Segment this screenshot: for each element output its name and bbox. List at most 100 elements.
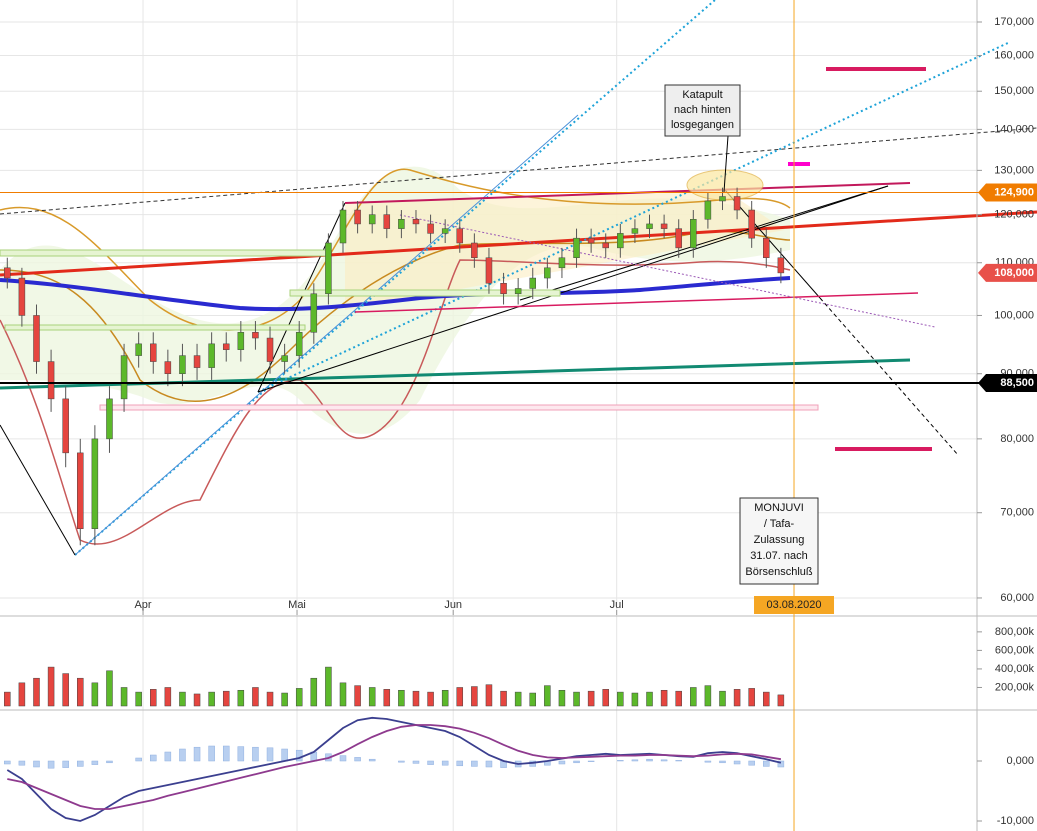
candle-body — [354, 209, 361, 225]
macd-histogram-bar — [266, 747, 274, 762]
macd-signal-line — [7, 724, 782, 810]
macd-histogram-bar — [164, 751, 172, 762]
volume-bar — [456, 687, 464, 707]
volume-bar — [368, 687, 376, 707]
volume-bar — [719, 690, 726, 707]
y-tick-label: 600,00k — [995, 644, 1035, 656]
candle-body — [660, 223, 668, 229]
level-tag — [978, 183, 1037, 202]
volume-bar — [77, 677, 84, 707]
candle-body — [485, 257, 493, 284]
volume-bar — [704, 685, 712, 707]
y-tick-label: 150,000 — [994, 85, 1034, 97]
macd-histogram-bar — [573, 760, 580, 764]
macd-histogram-bar — [368, 758, 376, 762]
macd-histogram-bar — [222, 745, 230, 762]
x-tick-label: Apr — [134, 599, 151, 611]
macd-histogram-bar — [631, 759, 639, 762]
x-tick-label: Jul — [610, 599, 624, 611]
volume-bar — [412, 690, 420, 707]
candle-body — [558, 257, 566, 269]
macd-histogram-bar — [763, 760, 770, 767]
trend-line — [257, 41, 1011, 393]
annotation-pointer — [723, 135, 729, 193]
macd-histogram-bar — [106, 760, 113, 764]
candle-body — [587, 237, 595, 244]
candle-body — [383, 214, 391, 229]
macd-histogram-bar — [675, 760, 682, 762]
candle-body — [281, 355, 288, 362]
macd-histogram-bar — [33, 760, 40, 768]
candle-body — [310, 293, 318, 333]
volume-bar — [18, 682, 26, 707]
macd-histogram-bar — [4, 760, 11, 765]
candle-body — [325, 242, 332, 295]
volume-bar — [748, 688, 755, 707]
macd-histogram-bar — [252, 746, 259, 762]
candle-body — [222, 343, 230, 350]
volume-bar — [514, 691, 522, 707]
volume-bar — [62, 673, 69, 707]
candle-body — [500, 282, 507, 295]
volume-bar — [500, 690, 507, 707]
macd-histogram-bar — [77, 760, 84, 767]
candle-body — [193, 355, 201, 368]
candle-body — [690, 219, 697, 249]
candle-body — [427, 223, 434, 234]
level-label: 88,500 — [1000, 377, 1034, 389]
macd-histogram-bar — [150, 754, 157, 762]
candle-body — [748, 209, 755, 239]
candle-body — [91, 438, 99, 529]
y-tick-label: 100,000 — [994, 309, 1034, 321]
y-tick-label: 140,000 — [994, 123, 1034, 135]
y-tick-label: 70,000 — [1000, 507, 1034, 519]
volume-bar — [573, 691, 580, 707]
volume-bar — [295, 688, 303, 707]
y-tick-label: 120,000 — [994, 209, 1034, 221]
candle-body — [602, 242, 609, 249]
volume-bar — [135, 691, 142, 707]
volume-bar — [91, 682, 99, 707]
y-tick-label: 160,000 — [994, 49, 1034, 61]
volume-bar — [383, 689, 391, 707]
y-tick-label: 80,000 — [1000, 433, 1034, 445]
candle-body — [252, 332, 259, 339]
candle-body — [412, 219, 420, 225]
volume-bar — [4, 691, 11, 707]
candle-body — [208, 343, 215, 368]
macd-histogram-bar — [339, 755, 347, 762]
volume-bar — [733, 689, 741, 707]
volume-bar — [354, 685, 361, 707]
volume-bar — [47, 666, 55, 707]
macd-histogram-bar — [719, 760, 726, 764]
candle-body — [4, 267, 11, 279]
volume-bar — [339, 682, 347, 707]
candle-body — [106, 398, 113, 440]
candle-body — [733, 196, 741, 211]
volume-bar — [266, 691, 274, 707]
volume-bar — [471, 686, 478, 707]
volume-bar — [631, 692, 639, 707]
macd-histogram-bar — [456, 760, 464, 767]
candle-body — [719, 196, 726, 202]
volume-bar — [529, 692, 536, 707]
annotation-box — [664, 84, 741, 137]
trend-line — [724, 189, 821, 299]
candle-body — [295, 332, 303, 356]
macd-histogram-bar — [179, 748, 186, 762]
volume-bar — [150, 689, 157, 707]
candle-body — [120, 355, 128, 400]
candle-body — [179, 355, 186, 374]
candle-body — [47, 361, 55, 400]
x-tick-label: Jun — [444, 599, 462, 611]
annotation-text: Börsenschluß — [745, 566, 813, 578]
macd-histogram-bar — [295, 749, 303, 762]
volume-bar — [237, 689, 245, 707]
candle-body — [33, 315, 40, 362]
candle-body — [266, 337, 274, 362]
macd-histogram-bar — [441, 760, 449, 766]
candle-body — [237, 332, 245, 350]
volume-bar — [777, 694, 785, 707]
candle-body — [62, 398, 69, 454]
